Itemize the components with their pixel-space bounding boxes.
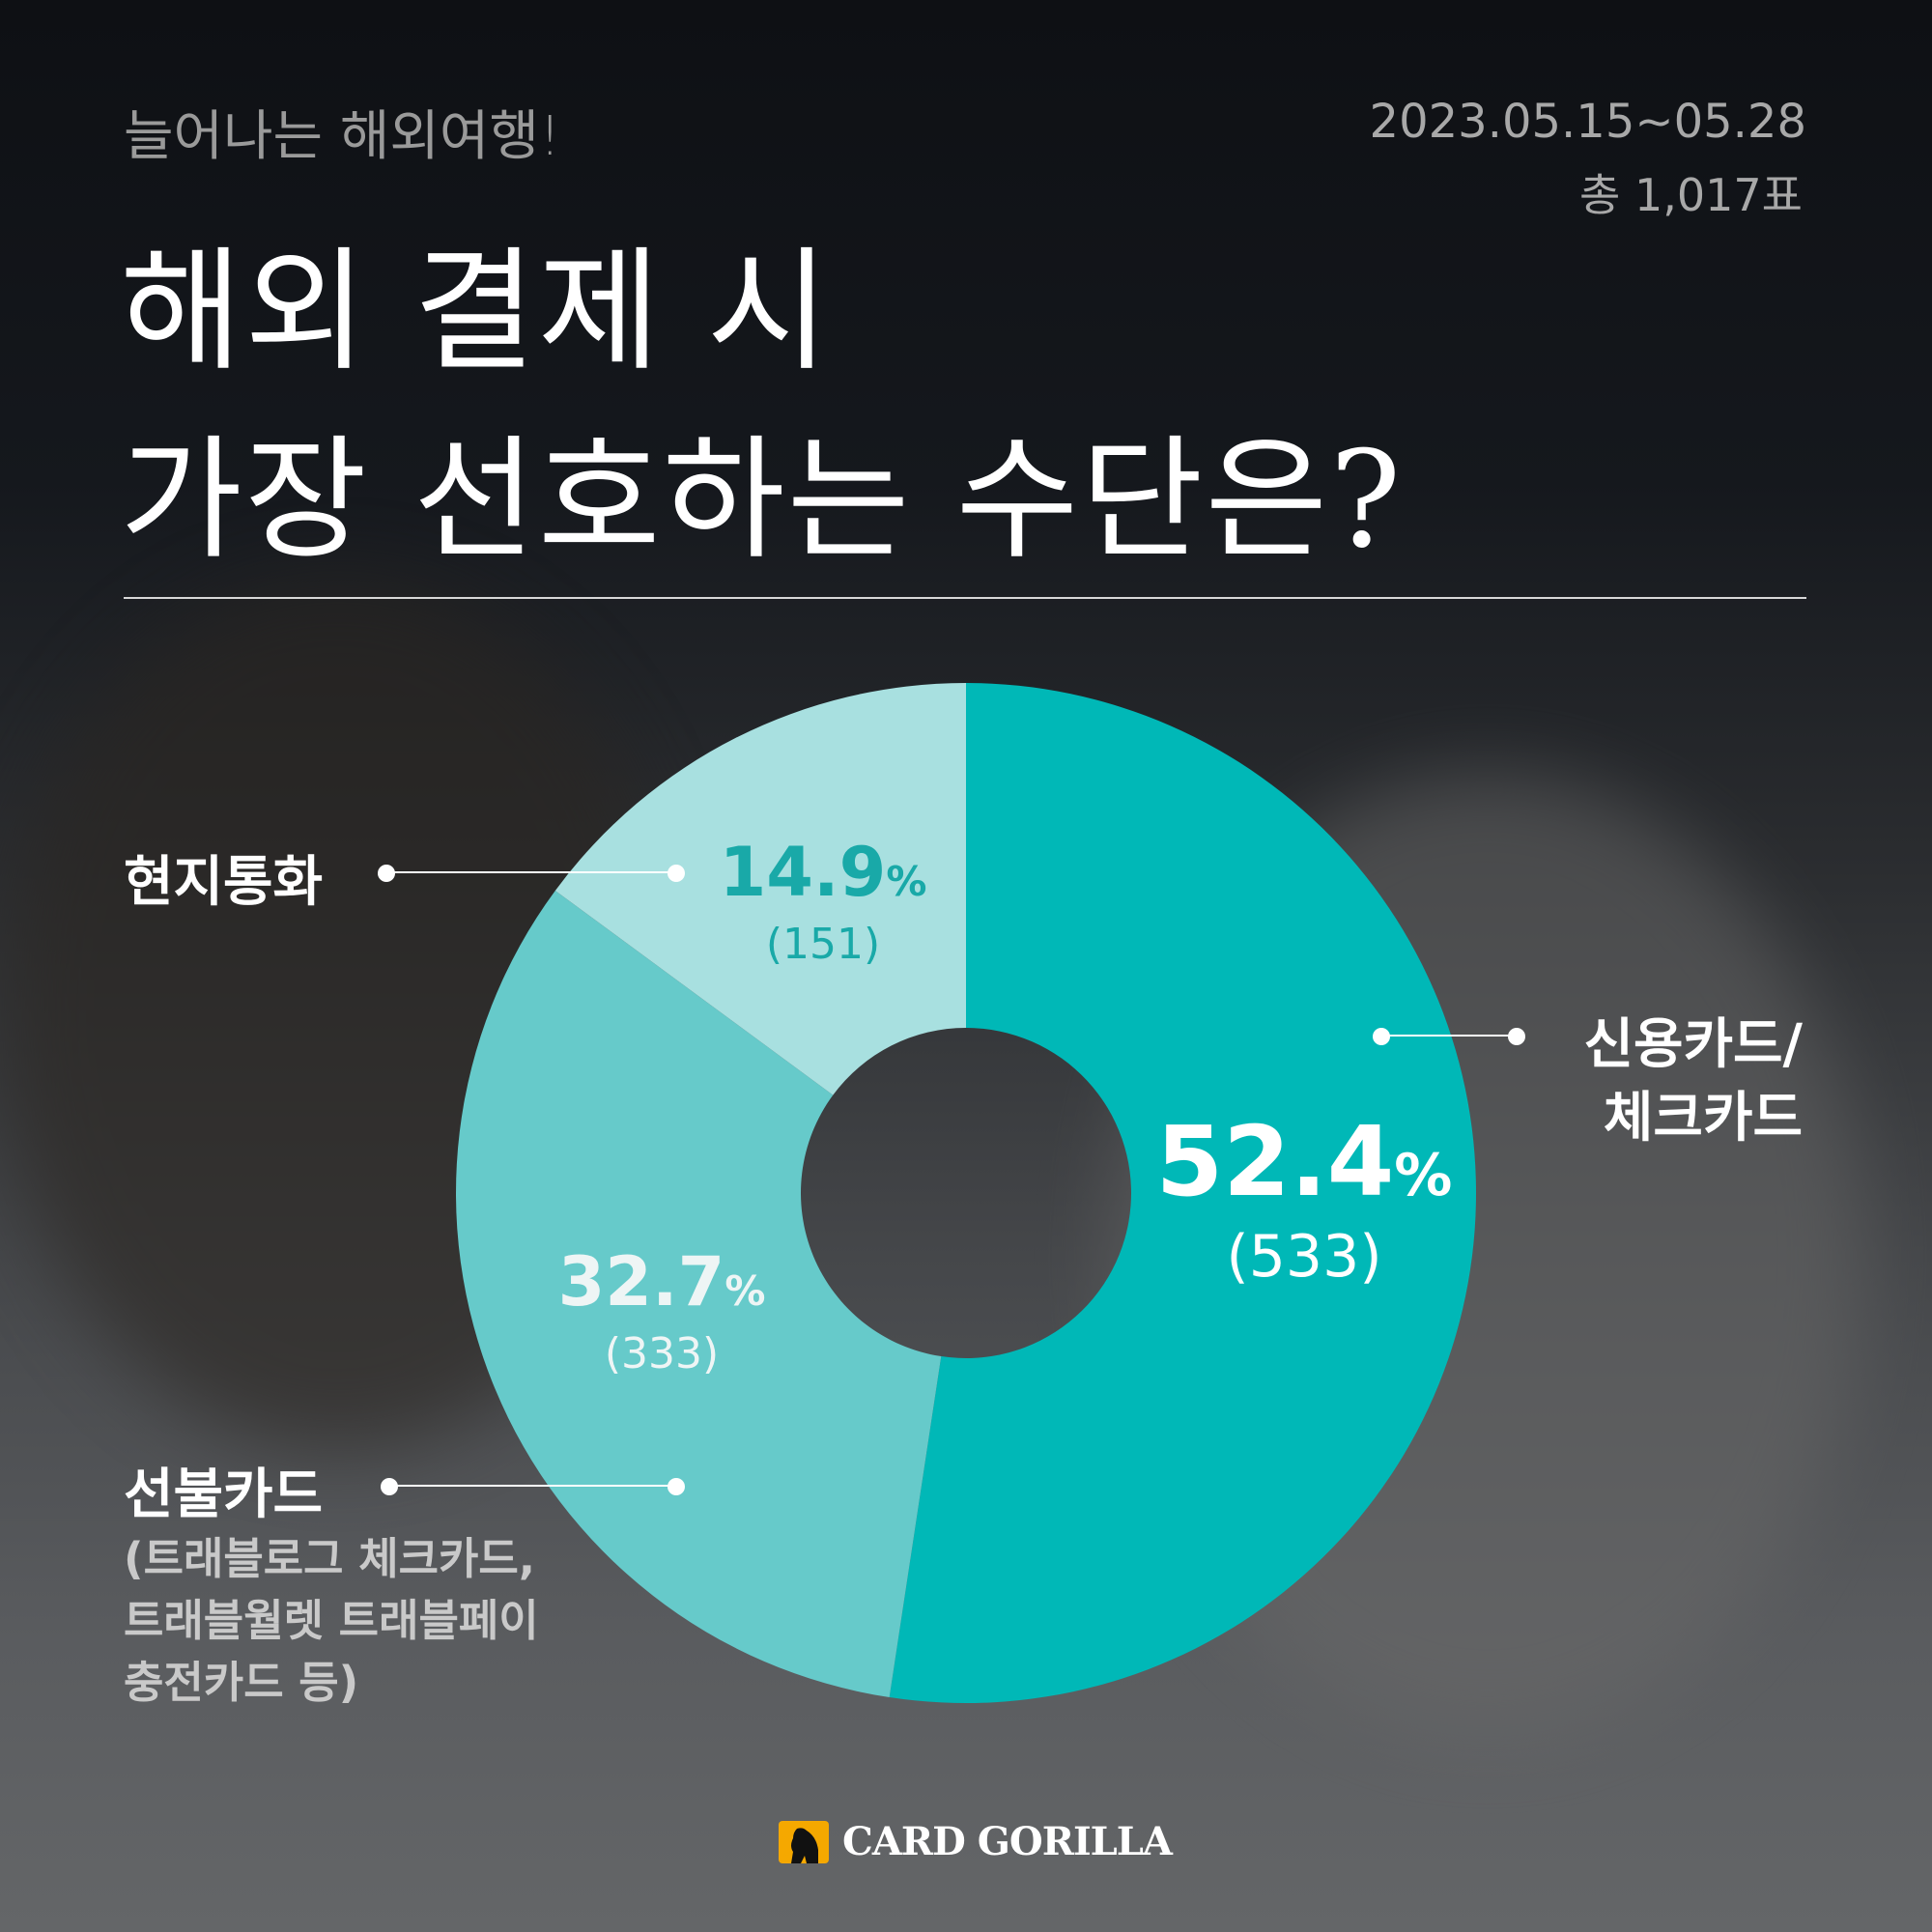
leader-dot [668, 1478, 685, 1495]
local-count: (151) [765, 920, 881, 969]
total-votes: 총 1,017표 [1579, 169, 1803, 221]
label-prepaid: 선불카드 [124, 1463, 324, 1526]
card-gorilla-logo: CARD GORILLA [779, 1819, 1173, 1864]
kicker: 늘어나는 해외여행! [124, 105, 561, 168]
leader-dot [1373, 1028, 1390, 1045]
label-local-currency: 현지통화 [124, 851, 324, 914]
divider [124, 597, 1806, 599]
credit-count: (533) [1226, 1223, 1382, 1291]
prepaid-note-3: 충전카드 등) [124, 1657, 359, 1708]
leader-dot [378, 865, 395, 882]
pie-slice-0 [889, 683, 1476, 1704]
date-range: 2023.05.15~05.28 [1369, 95, 1806, 149]
leader-line [1381, 1035, 1517, 1037]
pie-slice-2 [554, 683, 966, 1095]
credit-percent: 52.4% [1155, 1105, 1453, 1218]
leader-line [389, 1485, 676, 1487]
leader-dot [668, 865, 685, 882]
local-percent: 14.9% [719, 833, 927, 912]
page-title-line1: 해외 결제 시 [120, 234, 832, 389]
logo-text: CARD GORILLA [842, 1819, 1173, 1864]
pie-slice-1 [455, 890, 942, 1698]
label-credit-line1: 신용카드/ [1583, 1013, 1803, 1076]
prepaid-percent: 32.7% [557, 1242, 766, 1321]
prepaid-note-1: (트래블로그 체크카드, [124, 1533, 535, 1584]
leader-dot [381, 1478, 398, 1495]
prepaid-count: (333) [604, 1329, 720, 1378]
page-title-line2: 가장 선호하는 수단은? [120, 422, 1404, 578]
label-credit-line2: 체크카드 [1603, 1087, 1803, 1150]
gorilla-icon [779, 1820, 829, 1863]
prepaid-note-2: 트래블월렛 트래블페이 [124, 1595, 539, 1646]
leader-dot [1508, 1028, 1525, 1045]
leader-line [386, 871, 676, 873]
